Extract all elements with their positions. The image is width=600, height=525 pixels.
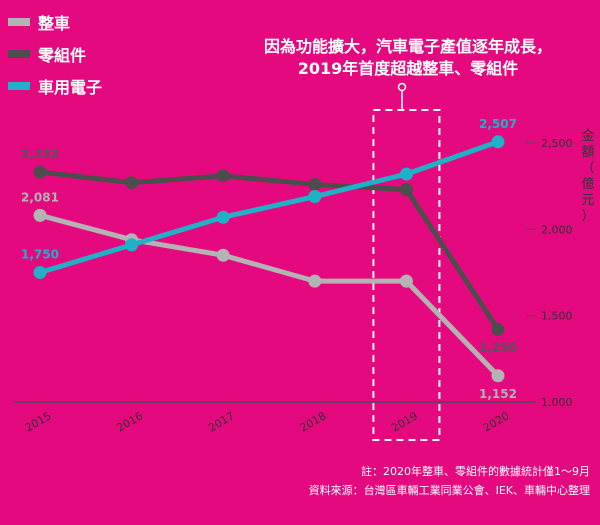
annotation-connector-dot [397,82,407,92]
legend-label-parts: 零組件 [38,46,87,65]
series-line-1 [39,169,501,331]
y-tick-label: 2,500 [541,137,573,150]
y-axis-title-char: 金 [581,128,594,144]
annotation-line-2: 2019年首度超越整車、零組件 [297,59,519,78]
x-tick-label: 2018 [298,409,329,434]
data-point-1 [399,183,413,197]
annotation-line-1: 因為功能擴大，汽車電子產值逐年成長， [263,37,552,56]
highlight-box-2019 [372,109,441,441]
y-axis-title-char: 元 [581,193,594,208]
legend-swatch-electronics [8,82,30,90]
source-note: 資料來源：台灣區車輛工業同業公會、IEK、車輛中心整理 [308,484,590,497]
y-tick-label: 1,500 [541,310,573,323]
data-label-0: 1,152 [479,387,517,401]
legend-label-electronics: 車用電子 [38,78,103,97]
data-label-1: 2,332 [21,147,59,161]
data-label-1: 1,250 [479,340,517,354]
legend-swatch-vehicle [8,18,30,26]
legend-swatch-parts [8,50,30,58]
series-line-2 [39,139,499,275]
x-tick-label: 2020 [481,409,512,434]
data-point-1 [125,176,139,190]
data-label-2: 2,507 [479,117,517,131]
data-point-0 [33,208,47,222]
data-point-0 [216,248,230,262]
x-tick-label: 2019 [389,409,420,434]
data-point-1 [491,322,505,336]
legend-label-vehicle: 整車 [38,14,71,33]
y-axis-title-char: ） [581,209,594,224]
legend-item-vehicle: 整車 [8,6,102,38]
data-point-2 [491,135,505,149]
data-label-2: 1,750 [21,248,59,262]
x-tick-label: 2015 [23,409,54,434]
data-point-0 [308,274,322,288]
data-point-2 [125,238,139,252]
data-point-0 [491,369,505,383]
data-point-1 [308,177,322,191]
data-point-2 [33,266,47,279]
legend: 整車 零組件 車用電子 [8,6,102,102]
y-tick-label: 1,000 [541,396,573,409]
data-point-1 [216,169,230,183]
series-line-0 [39,212,500,378]
data-point-2 [216,210,230,224]
annotation: 因為功能擴大，汽車電子產值逐年成長， 2019年首度超越整車、零組件 [233,36,583,80]
footnote: 註：2020年整車、零組件的數據統計僅1～9月 [361,465,590,478]
y-axis-title-char: 億 [581,176,594,192]
data-point-0 [399,274,413,288]
y-axis-title-char: 額 [581,145,594,160]
x-tick-label: 2017 [206,409,237,434]
y-tick-label: 2,000 [541,223,573,236]
data-label-0: 2,081 [21,190,59,204]
data-point-2 [399,167,413,181]
data-point-2 [308,190,322,204]
data-point-1 [33,165,47,179]
legend-item-parts: 零組件 [8,38,102,70]
legend-item-electronics: 車用電子 [8,70,102,102]
y-axis-title-char: （ [581,161,594,176]
x-tick-label: 2016 [114,409,145,434]
